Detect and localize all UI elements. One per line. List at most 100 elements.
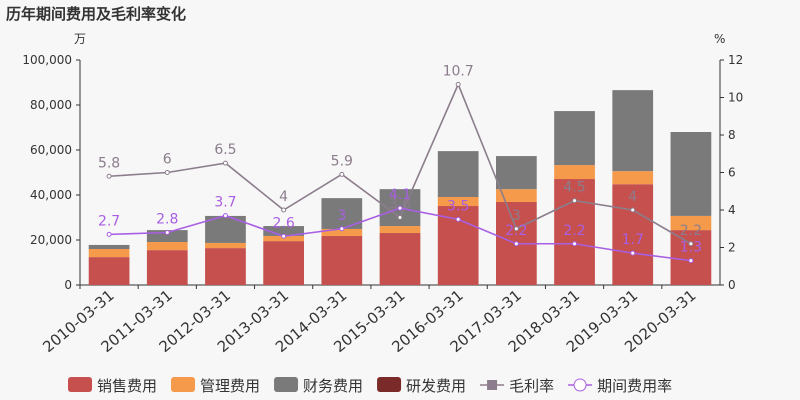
y-tick-label: 40,000 xyxy=(30,188,72,202)
data-label: 10.7 xyxy=(443,63,474,79)
bar xyxy=(612,90,654,172)
bar xyxy=(379,226,421,234)
bar xyxy=(670,215,712,231)
legend-swatch xyxy=(68,377,92,392)
line-point xyxy=(106,173,112,179)
line-point xyxy=(164,170,170,175)
legend-swatch xyxy=(377,377,402,392)
data-label: 2.8 xyxy=(156,212,178,228)
bar xyxy=(612,171,654,185)
y2-tick-label: 4 xyxy=(728,203,736,217)
data-label: 2.2 xyxy=(505,223,527,239)
line-point xyxy=(572,198,578,204)
bar xyxy=(554,165,595,180)
data-label: 3 xyxy=(337,208,346,224)
data-label: 5.9 xyxy=(331,153,353,169)
line-point xyxy=(397,215,403,220)
bar xyxy=(554,179,595,285)
bar xyxy=(146,250,188,285)
line-point xyxy=(688,241,694,247)
y-tick-label: 80,000 xyxy=(30,98,72,112)
line-point xyxy=(688,258,694,264)
y-tick-label: 60,000 xyxy=(30,143,72,157)
bar xyxy=(263,241,304,285)
y-unit: 万 xyxy=(74,32,86,46)
bar xyxy=(437,197,479,207)
line-point xyxy=(572,241,578,247)
y2-unit: % xyxy=(714,32,725,46)
legend-swatch xyxy=(171,377,196,392)
y2-tick-label: 2 xyxy=(728,241,736,255)
bar xyxy=(612,184,654,285)
bar xyxy=(496,156,537,190)
legend-label: 毛利率 xyxy=(509,377,554,395)
line-point xyxy=(281,207,287,213)
bar xyxy=(263,226,304,236)
line-point xyxy=(281,233,287,239)
bar xyxy=(670,230,712,285)
line-point xyxy=(222,213,228,219)
line-point xyxy=(513,241,519,247)
data-label: 4.5 xyxy=(563,180,585,196)
bar xyxy=(88,249,130,258)
bar xyxy=(554,111,595,166)
bar xyxy=(496,189,537,202)
y2-tick-label: 6 xyxy=(728,166,736,180)
chart-title: 历年期间费用及毛利率变化 xyxy=(6,5,186,23)
data-label: 2.2 xyxy=(563,223,585,239)
legend-label: 研发费用 xyxy=(406,377,466,395)
bar xyxy=(321,235,363,285)
data-label: 2.6 xyxy=(273,215,295,231)
bar xyxy=(670,132,712,216)
line-point xyxy=(397,205,403,211)
y-tick-label: 100,000 xyxy=(22,53,72,67)
legend-label: 管理费用 xyxy=(200,377,260,395)
bar xyxy=(205,242,246,249)
line-point xyxy=(630,250,636,256)
legend-swatch xyxy=(274,377,299,392)
bar xyxy=(205,248,246,285)
line-point xyxy=(339,171,345,177)
y2-tick-label: 10 xyxy=(728,91,743,105)
bar xyxy=(437,151,479,198)
legend-marker xyxy=(573,378,587,392)
legend-marker xyxy=(487,380,498,390)
y-tick-label: 20,000 xyxy=(30,233,72,247)
legend-label: 期间费用率 xyxy=(597,377,672,395)
data-label: 4.1 xyxy=(389,187,411,203)
y-tick-label: 0 xyxy=(64,278,72,292)
bar xyxy=(379,233,421,285)
bar xyxy=(146,230,188,243)
line-point xyxy=(222,160,228,166)
line-point xyxy=(513,226,519,232)
line-point xyxy=(455,81,461,87)
data-label: 3 xyxy=(512,208,521,224)
line-point xyxy=(630,207,636,213)
data-label: 1.3 xyxy=(680,240,702,256)
legend-label: 财务费用 xyxy=(303,377,363,395)
bar xyxy=(321,228,363,236)
data-label: 3.7 xyxy=(214,195,236,211)
data-label: 4 xyxy=(279,189,288,205)
data-label: 2.7 xyxy=(98,213,120,229)
bar xyxy=(88,244,130,249)
line-point xyxy=(164,230,170,235)
line-point xyxy=(106,231,112,237)
data-label: 5.8 xyxy=(98,155,120,171)
data-label: 1.7 xyxy=(622,232,644,248)
legend-label: 销售费用 xyxy=(97,377,157,395)
y2-tick-label: 0 xyxy=(728,278,736,292)
line-point xyxy=(339,226,345,232)
y2-tick-label: 12 xyxy=(728,53,743,67)
data-label: 6.5 xyxy=(214,142,236,158)
data-label: 4 xyxy=(628,189,637,205)
bar xyxy=(88,257,130,285)
data-label: 3.5 xyxy=(447,198,469,214)
data-label: 6 xyxy=(163,152,172,168)
line-point xyxy=(455,216,461,222)
y2-tick-label: 8 xyxy=(728,128,736,142)
bar xyxy=(146,242,188,251)
data-label: 2.2 xyxy=(680,223,702,239)
